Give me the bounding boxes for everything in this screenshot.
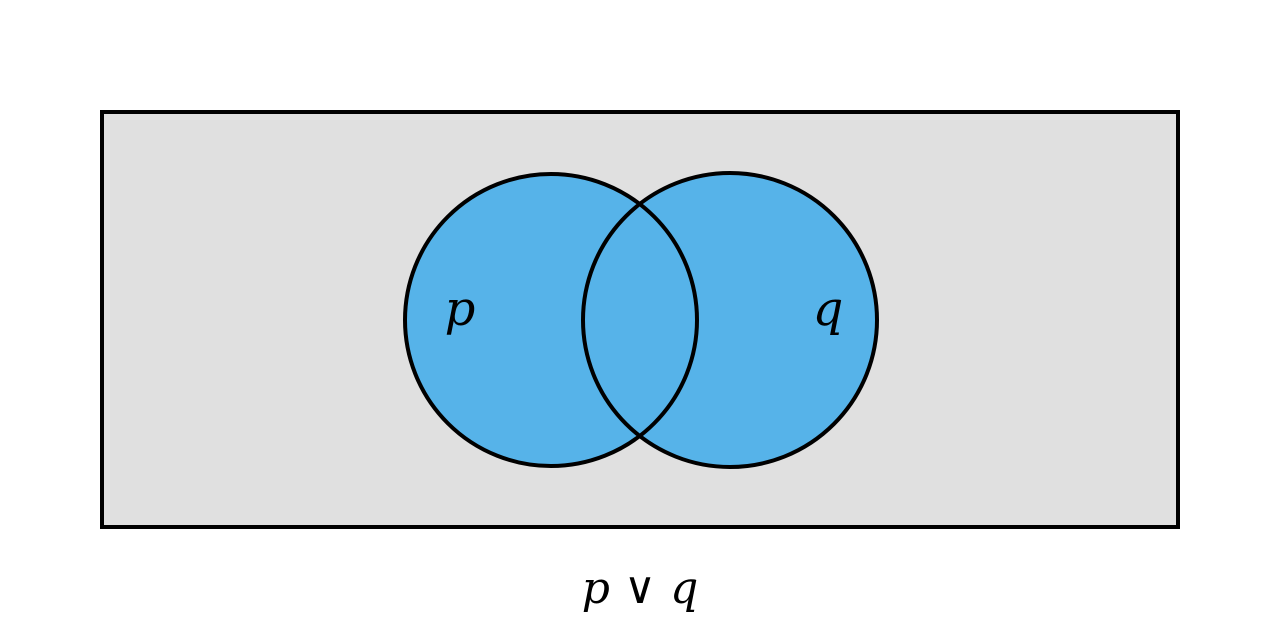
diagram-caption: p ∨ q [582, 563, 699, 614]
set-q-fill [583, 173, 877, 467]
set-q-label: q [813, 281, 844, 337]
set-p-circle [403, 172, 699, 468]
set-p-label: p [445, 281, 476, 337]
set-q-circle [581, 171, 879, 469]
